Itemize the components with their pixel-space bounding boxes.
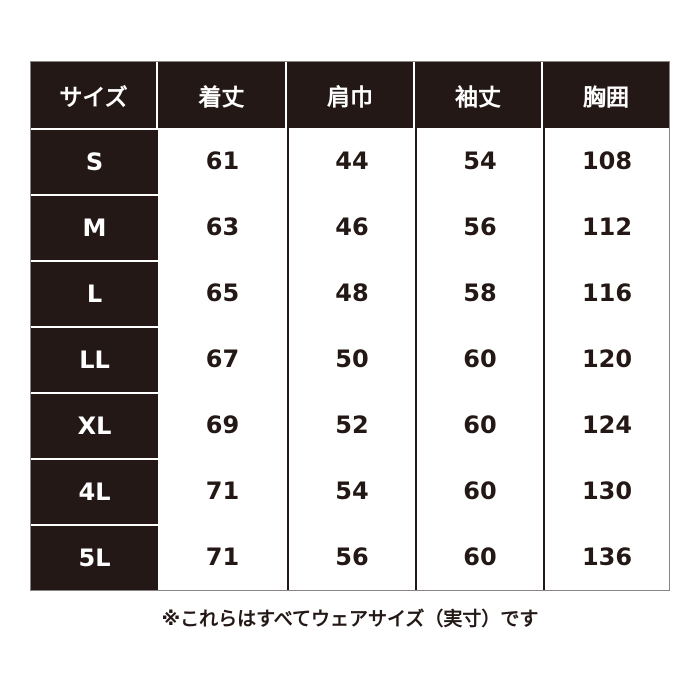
column-header: サイズ [31, 62, 158, 128]
size-label-cell: S [31, 128, 158, 194]
measurement-cell: 58 [415, 260, 543, 326]
measurement-cell: 54 [415, 128, 543, 194]
measurement-cell: 67 [158, 326, 287, 392]
measurement-cell: 60 [415, 458, 543, 524]
measurement-cell: 60 [415, 392, 543, 458]
measurement-cell: 136 [543, 524, 669, 590]
measurement-cell: 44 [287, 128, 415, 194]
measurement-cell: 54 [287, 458, 415, 524]
size-label-cell: 5L [31, 524, 158, 590]
measurement-cell: 120 [543, 326, 669, 392]
size-label-cell: L [31, 260, 158, 326]
measurement-cell: 63 [158, 194, 287, 260]
measurement-cell: 56 [287, 524, 415, 590]
column-header: 袖丈 [415, 62, 543, 128]
measurement-cell: 71 [158, 524, 287, 590]
footnote: ※これらはすべてウェアサイズ（実寸）です [161, 608, 539, 630]
measurement-cell: 112 [543, 194, 669, 260]
size-label-cell: XL [31, 392, 158, 458]
measurement-cell: 69 [158, 392, 287, 458]
column-header: 肩巾 [287, 62, 415, 128]
measurement-cell: 116 [543, 260, 669, 326]
measurement-cell: 50 [287, 326, 415, 392]
column-header: 着丈 [158, 62, 287, 128]
measurement-cell: 61 [158, 128, 287, 194]
size-label-cell: 4L [31, 458, 158, 524]
measurement-cell: 71 [158, 458, 287, 524]
measurement-cell: 130 [543, 458, 669, 524]
measurement-cell: 60 [415, 524, 543, 590]
size-label-cell: LL [31, 326, 158, 392]
size-chart-table: サイズ 着丈 肩巾 袖丈 胸囲 S 61 44 54 108 M 63 46 56 112 L 65 48 58 11… [30, 61, 670, 591]
measurement-cell: 60 [415, 326, 543, 392]
measurement-cell: 108 [543, 128, 669, 194]
column-header: 胸囲 [543, 62, 669, 128]
measurement-cell: 65 [158, 260, 287, 326]
measurement-cell: 48 [287, 260, 415, 326]
measurement-cell: 52 [287, 392, 415, 458]
measurement-cell: 56 [415, 194, 543, 260]
size-label-cell: M [31, 194, 158, 260]
measurement-cell: 124 [543, 392, 669, 458]
measurement-cell: 46 [287, 194, 415, 260]
